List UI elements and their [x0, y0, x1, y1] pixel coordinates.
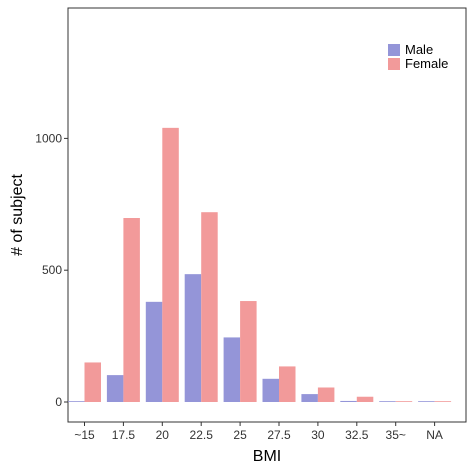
bar-male-5	[262, 378, 279, 402]
legend-label-male: Male	[405, 42, 433, 57]
legend-swatch-male	[388, 44, 400, 56]
bar-female-8	[395, 401, 413, 402]
bar-male-2	[145, 301, 163, 402]
x-tick-label: 32.5	[345, 428, 369, 442]
bar-female-3	[201, 212, 218, 402]
x-tick-label: 35~	[386, 428, 406, 442]
x-tick-label: ~15	[74, 428, 95, 442]
bar-male-3	[184, 274, 202, 402]
bar-male-0	[68, 401, 85, 402]
bar-female-1	[123, 218, 140, 402]
x-tick-label: 22.5	[190, 428, 214, 442]
x-axis-title: BMI	[253, 448, 281, 465]
y-axis: 0 500 1000	[35, 131, 68, 409]
y-tick-label: 500	[42, 263, 62, 277]
legend-label-female: Female	[405, 56, 448, 71]
bar-female-2	[162, 127, 179, 402]
bar-male-1	[106, 375, 124, 402]
bar-female-6	[317, 387, 335, 402]
legend-swatch-female	[388, 58, 400, 70]
bar-female-0	[84, 362, 101, 402]
y-axis-title: # of subject	[9, 174, 26, 256]
x-tick-label: 30	[311, 428, 325, 442]
bar-male-4	[223, 337, 241, 402]
bar-female-5	[279, 366, 296, 402]
bar-female-7	[356, 396, 374, 402]
x-tick-label: 17.5	[112, 428, 136, 442]
bar-male-6	[301, 394, 318, 402]
x-axis: ~15 17.5 20 22.5 25 27.5 30 32.5 35~ NA	[74, 422, 443, 442]
bar-male-7	[340, 400, 357, 402]
y-tick-label: 0	[55, 395, 62, 409]
bar-male-8	[379, 401, 396, 402]
bar-male-9	[418, 401, 435, 402]
bars	[68, 127, 452, 402]
x-tick-label: 25	[233, 428, 247, 442]
x-tick-label: 20	[156, 428, 170, 442]
y-tick-label: 1000	[35, 131, 62, 145]
x-tick-label: NA	[426, 428, 443, 442]
bar-female-9	[434, 401, 452, 402]
x-tick-label: 27.5	[267, 428, 291, 442]
bar-female-4	[240, 301, 257, 402]
